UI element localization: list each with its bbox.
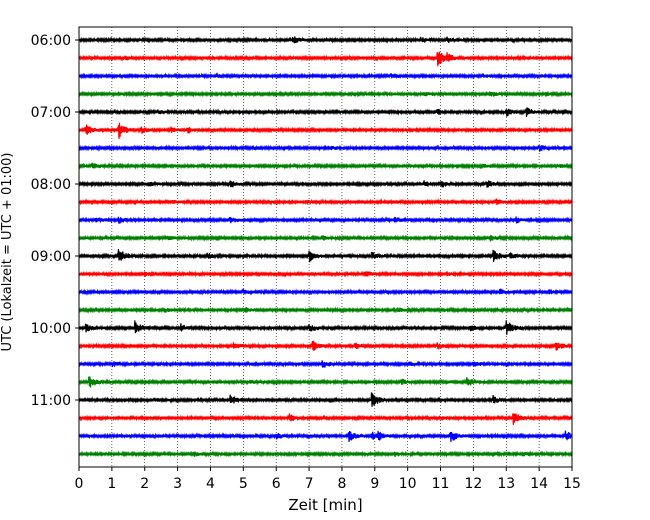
x-tick-label: 1 xyxy=(107,476,116,492)
x-tick-label: 0 xyxy=(75,476,84,492)
y-tick-label: 06:00 xyxy=(31,33,71,49)
trace-0945 xyxy=(78,306,573,314)
trace-1000 xyxy=(78,320,573,335)
grid-lines xyxy=(111,27,540,467)
trace-1130 xyxy=(78,430,573,443)
trace-0930 xyxy=(78,288,573,296)
y-tick-label: 10:00 xyxy=(31,321,71,337)
trace-1115 xyxy=(78,413,573,425)
trace-0630 xyxy=(78,72,573,80)
x-tick-label: 5 xyxy=(239,476,248,492)
x-tick-label: 6 xyxy=(272,476,281,492)
trace-0800 xyxy=(78,180,573,188)
x-tick-label: 3 xyxy=(173,476,182,492)
y-tick-label: 11:00 xyxy=(31,393,71,409)
trace-1145 xyxy=(78,450,573,458)
y-tick-label: 09:00 xyxy=(31,249,71,265)
y-tick-label: 08:00 xyxy=(31,177,71,193)
trace-0745 xyxy=(78,162,573,170)
trace-1030 xyxy=(78,360,573,368)
x-tick-label: 12 xyxy=(464,476,482,492)
trace-0815 xyxy=(78,198,573,206)
trace-1015 xyxy=(78,340,573,351)
trace-0700 xyxy=(78,107,573,117)
trace-0645 xyxy=(78,90,573,98)
trace-0915 xyxy=(78,270,573,278)
trace-0615 xyxy=(78,51,573,67)
x-tick-label: 15 xyxy=(563,476,581,492)
x-tick-label: 8 xyxy=(337,476,346,492)
x-tick-label: 2 xyxy=(140,476,149,492)
trace-1045 xyxy=(78,376,573,388)
seismic-traces xyxy=(78,36,573,458)
x-axis-ticks: 0 1 2 3 4 5 6 7 8 9 10 11 12 13 14 15 xyxy=(75,467,581,492)
y-axis-ticks: 06:00 07:00 08:00 09:00 10:00 11:00 xyxy=(31,33,79,409)
x-tick-label: 7 xyxy=(305,476,314,492)
trace-0715 xyxy=(78,122,573,139)
trace-0600 xyxy=(78,36,573,44)
plot-frame xyxy=(78,26,573,468)
trace-1100 xyxy=(78,392,573,407)
trace-0830 xyxy=(78,216,573,224)
y-axis-label: UTC (Lokalzeit = UTC + 01:00) xyxy=(0,153,15,352)
x-tick-label: 4 xyxy=(206,476,215,492)
y-tick-label: 07:00 xyxy=(31,105,71,121)
trace-0900 xyxy=(78,249,573,263)
x-tick-label: 13 xyxy=(497,476,515,492)
x-tick-label: 9 xyxy=(370,476,379,492)
x-tick-label: 11 xyxy=(432,476,450,492)
x-tick-label: 10 xyxy=(399,476,417,492)
trace-0730 xyxy=(78,144,573,152)
x-tick-label: 14 xyxy=(530,476,548,492)
x-axis-label: Zeit [min] xyxy=(288,496,362,514)
trace-0845 xyxy=(78,234,573,242)
